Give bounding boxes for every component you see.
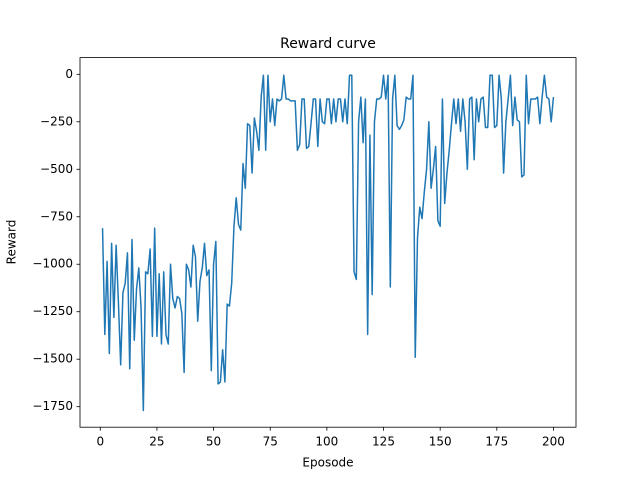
y-tick-label: −250 [40, 114, 73, 128]
y-tick-label: −1250 [32, 304, 73, 318]
y-tick-label: −1500 [32, 352, 73, 366]
y-tick-label: 0 [65, 67, 73, 81]
x-tick-label: 100 [315, 435, 338, 449]
y-tick-label: −500 [40, 162, 73, 176]
chart-title: Reward curve [280, 36, 376, 52]
x-tick-label: 125 [372, 435, 395, 449]
x-tick-label: 50 [206, 435, 221, 449]
reward-line [101, 74, 555, 412]
y-tick-label: −750 [40, 209, 73, 223]
x-tick-label: 0 [96, 435, 104, 449]
y-tick-label: −1000 [32, 257, 73, 271]
x-tick-label: 175 [485, 435, 508, 449]
plot-frame [79, 57, 577, 428]
y-axis-label: Reward [5, 220, 19, 265]
y-tick-label: −1750 [32, 399, 73, 413]
x-tick-label: 75 [263, 435, 278, 449]
x-tick-label: 200 [542, 435, 565, 449]
x-axis-label: Eposode [302, 456, 353, 470]
x-tick-label: 25 [149, 435, 164, 449]
x-tick-label: 150 [429, 435, 452, 449]
